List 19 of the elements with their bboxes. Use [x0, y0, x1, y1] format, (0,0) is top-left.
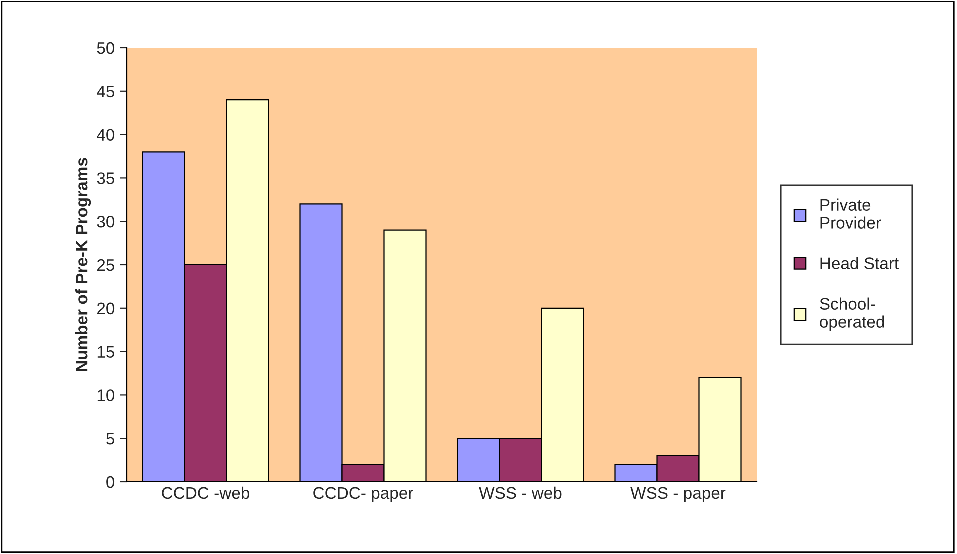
y-tick-label: 15 [98, 346, 114, 358]
x-tick-label: CCDC -web [162, 486, 250, 500]
y-tick-label: 25 [97, 259, 114, 272]
x-tick-label: WSS - web [479, 486, 562, 500]
y-axis-title: Number of Pre-K Programs [75, 158, 92, 372]
x-tick-label: WSS - paper [630, 487, 726, 502]
y-tick-label: 45 [97, 86, 114, 98]
legend-label: Private Provider [820, 198, 882, 229]
y-tick-label: 30 [97, 216, 115, 228]
y-tick-label: 10 [98, 390, 115, 402]
y-tick-label: 20 [97, 302, 115, 315]
y-tick-label: 40 [97, 129, 115, 142]
x-tick-label: CCDC- paper [314, 487, 414, 502]
legend-label: School- operated [820, 298, 884, 332]
y-tick-label: 50 [97, 42, 115, 54]
y-tick-label: 5 [106, 433, 114, 445]
legend-label: Head Start [820, 257, 899, 270]
y-tick-label: 35 [97, 172, 114, 184]
y-tick-label: 0 [106, 476, 115, 488]
